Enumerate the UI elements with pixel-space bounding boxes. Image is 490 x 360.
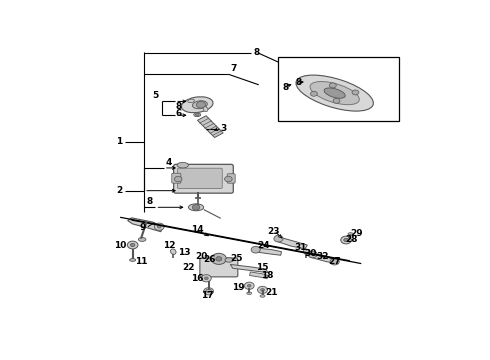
Circle shape [196,113,199,116]
Text: 5: 5 [152,91,158,100]
Circle shape [247,284,251,287]
Text: 4: 4 [166,158,172,167]
Text: 1: 1 [117,137,123,146]
Ellipse shape [188,99,195,103]
Text: 21: 21 [266,288,278,297]
Text: 32: 32 [317,252,329,261]
Text: 22: 22 [182,263,195,272]
Polygon shape [310,252,338,264]
Polygon shape [128,218,163,232]
Text: 30: 30 [304,248,317,257]
Text: 2: 2 [117,186,123,195]
Circle shape [207,290,211,293]
Polygon shape [254,248,281,255]
Text: 8: 8 [253,48,259,57]
Polygon shape [197,116,223,138]
Text: 18: 18 [261,271,273,280]
Circle shape [157,225,161,228]
Ellipse shape [206,289,211,292]
FancyBboxPatch shape [172,173,181,183]
Text: 8: 8 [296,77,302,86]
Circle shape [261,288,265,291]
Ellipse shape [181,97,213,113]
Circle shape [251,246,260,253]
Text: 13: 13 [178,248,191,257]
Text: 8: 8 [147,197,153,206]
Text: 29: 29 [351,229,363,238]
Circle shape [224,176,232,182]
Text: 8: 8 [283,83,289,92]
Circle shape [341,236,351,244]
Circle shape [204,288,214,295]
Circle shape [274,235,283,242]
Text: 16: 16 [191,274,204,283]
Text: 15: 15 [256,263,268,272]
Circle shape [216,257,222,261]
Circle shape [329,83,336,88]
Circle shape [245,282,254,289]
Circle shape [192,204,200,210]
Text: 19: 19 [232,283,245,292]
Ellipse shape [225,258,233,262]
Text: 25: 25 [230,255,243,264]
Ellipse shape [310,81,359,105]
Bar [278,57,399,121]
Ellipse shape [296,75,373,111]
FancyBboxPatch shape [227,174,235,183]
Ellipse shape [260,295,265,297]
Text: 3: 3 [220,124,226,133]
Polygon shape [230,264,268,273]
Circle shape [352,90,359,95]
Text: 28: 28 [345,235,358,244]
Ellipse shape [247,292,252,294]
Circle shape [308,251,317,258]
Text: 26: 26 [204,256,216,265]
Ellipse shape [171,249,176,255]
Circle shape [330,258,339,265]
Text: 10: 10 [114,241,126,250]
Text: 20: 20 [195,252,207,261]
Circle shape [127,241,138,249]
Ellipse shape [203,107,208,112]
Ellipse shape [189,204,204,211]
FancyBboxPatch shape [200,258,238,277]
Circle shape [211,253,226,264]
Text: 9: 9 [139,223,146,232]
Circle shape [204,277,208,280]
FancyBboxPatch shape [173,164,233,193]
Circle shape [154,223,164,230]
Text: 23: 23 [267,227,279,236]
Text: 27: 27 [328,257,341,266]
Text: 17: 17 [201,291,214,300]
Circle shape [174,176,182,182]
Text: 11: 11 [136,257,148,266]
Ellipse shape [138,238,146,242]
Polygon shape [249,272,268,279]
Ellipse shape [193,101,207,109]
Circle shape [258,286,268,293]
Text: 7: 7 [230,64,237,73]
Circle shape [201,275,211,282]
Ellipse shape [177,162,189,168]
Polygon shape [277,237,307,249]
Circle shape [333,98,340,103]
Text: 12: 12 [163,240,175,249]
Circle shape [196,102,206,108]
Ellipse shape [303,249,309,255]
Text: 14: 14 [191,225,203,234]
Text: 8: 8 [176,102,182,111]
FancyBboxPatch shape [177,168,222,188]
Text: 6: 6 [176,109,182,118]
Ellipse shape [348,233,353,235]
Circle shape [344,238,348,242]
Ellipse shape [194,113,200,117]
Circle shape [130,243,135,247]
Text: 31: 31 [295,243,307,252]
Ellipse shape [129,258,136,261]
Text: 24: 24 [257,240,270,249]
Ellipse shape [324,88,345,98]
Circle shape [311,91,318,96]
